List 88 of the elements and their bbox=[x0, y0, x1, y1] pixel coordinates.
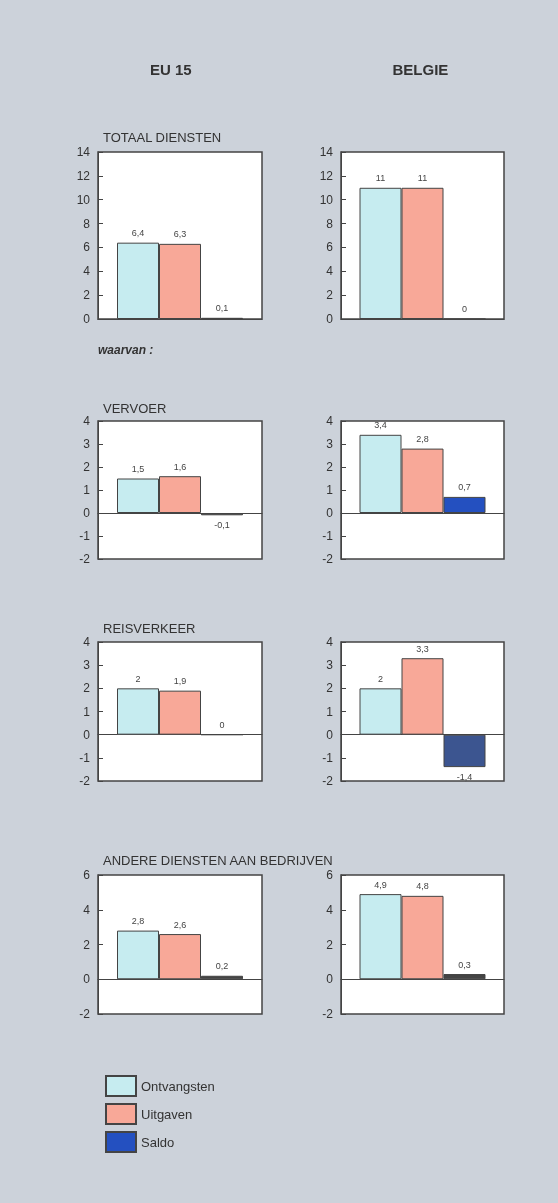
data-label: 6,4 bbox=[131, 228, 145, 239]
y-tick-label: -1 bbox=[322, 529, 334, 543]
data-label: 1,5 bbox=[131, 464, 145, 474]
y-tick-label: 6 bbox=[83, 868, 91, 882]
chart-title: ANDERE DIENSTEN AAN BEDRIJVEN bbox=[103, 853, 333, 868]
y-tick-label: 14 bbox=[319, 145, 334, 159]
y-tick-label: 4 bbox=[326, 414, 334, 428]
y-tick-label: 0 bbox=[326, 312, 334, 326]
data-label: -1,4 bbox=[456, 771, 473, 782]
y-tick-label: 10 bbox=[76, 192, 91, 207]
y-tick-label: -1 bbox=[322, 750, 334, 765]
y-tick-label: 6 bbox=[326, 868, 334, 882]
data-label: -0,1 bbox=[214, 519, 230, 530]
data-label: 3,4 bbox=[374, 420, 387, 431]
y-tick-label: 10 bbox=[319, 192, 334, 207]
data-label: 6,3 bbox=[173, 229, 187, 240]
y-tick-label: -2 bbox=[322, 552, 334, 566]
chart-title: VERVOER bbox=[103, 401, 167, 416]
y-tick-label: 4 bbox=[83, 414, 91, 428]
y-tick-label: 6 bbox=[326, 240, 334, 255]
data-label: 4,9 bbox=[374, 879, 387, 890]
y-tick-label: 1 bbox=[83, 483, 91, 497]
y-tick-label: -2 bbox=[322, 774, 334, 788]
y-tick-label: 0 bbox=[83, 312, 91, 326]
data-label: 2 bbox=[135, 673, 141, 684]
chart-title: REISVERKEER bbox=[103, 621, 196, 636]
y-tick-label: 2 bbox=[326, 460, 334, 474]
data-label: 0,2 bbox=[215, 961, 229, 972]
y-tick-label: 3 bbox=[326, 658, 334, 673]
text: EU 15 bbox=[150, 61, 192, 78]
y-tick-label: 2 bbox=[83, 460, 91, 474]
y-tick-label: -2 bbox=[322, 1007, 334, 1021]
y-tick-label: -1 bbox=[79, 750, 91, 765]
y-tick-label: 4 bbox=[326, 635, 334, 649]
y-tick-label: 0 bbox=[326, 506, 334, 520]
y-tick-label: 4 bbox=[83, 635, 91, 649]
legend-label: Ontvangsten bbox=[141, 1078, 215, 1094]
y-tick-label: 0 bbox=[83, 727, 91, 742]
y-tick-label: 2 bbox=[83, 937, 91, 952]
y-tick-label: 1 bbox=[83, 704, 91, 719]
y-tick-label: 4 bbox=[326, 902, 334, 917]
y-tick-label: 0 bbox=[326, 972, 334, 987]
y-tick-label: 0 bbox=[83, 972, 91, 987]
data-label: 2,6 bbox=[173, 919, 187, 930]
y-tick-label: 2 bbox=[326, 288, 334, 303]
y-tick-label: 2 bbox=[326, 681, 334, 696]
data-label: 0,7 bbox=[458, 482, 471, 493]
data-label: 0 bbox=[461, 304, 468, 314]
data-label: 2,8 bbox=[131, 916, 145, 927]
y-tick-label: 4 bbox=[83, 902, 91, 917]
y-tick-label: 6 bbox=[83, 240, 91, 255]
chart-title: TOTAAL DIENSTEN bbox=[103, 130, 222, 145]
y-tick-label: 12 bbox=[76, 168, 91, 183]
y-tick-label: 0 bbox=[326, 727, 334, 742]
data-label: 4,8 bbox=[416, 881, 429, 892]
text: waarvan : bbox=[98, 343, 154, 357]
y-tick-label: 1 bbox=[326, 483, 334, 497]
y-tick-label: 2 bbox=[83, 681, 91, 696]
legend-label: Saldo bbox=[141, 1134, 175, 1150]
data-label: 11 bbox=[417, 173, 428, 184]
text: BELGIE bbox=[392, 61, 449, 78]
y-tick-label: 2 bbox=[326, 937, 334, 952]
y-tick-label: 1 bbox=[326, 704, 334, 719]
data-label: 0,3 bbox=[458, 959, 471, 970]
y-tick-label: -1 bbox=[79, 529, 91, 543]
y-tick-label: 3 bbox=[83, 658, 91, 673]
y-tick-label: 8 bbox=[83, 216, 91, 231]
legend-label: Uitgaven bbox=[141, 1106, 193, 1122]
y-tick-label: 8 bbox=[326, 216, 334, 231]
y-tick-label: 4 bbox=[83, 264, 91, 279]
y-tick-label: 3 bbox=[326, 437, 334, 451]
y-tick-label: 0 bbox=[83, 506, 91, 520]
y-tick-label: 12 bbox=[319, 168, 334, 183]
data-label: 0 bbox=[219, 719, 225, 730]
data-label: 2 bbox=[377, 673, 384, 684]
data-label: 1,9 bbox=[173, 676, 187, 687]
data-label: 0,1 bbox=[215, 303, 229, 314]
y-tick-label: -2 bbox=[79, 774, 91, 788]
y-tick-label: -2 bbox=[79, 552, 91, 566]
y-tick-label: 14 bbox=[76, 145, 91, 159]
y-tick-label: -2 bbox=[79, 1007, 91, 1021]
data-label: 11 bbox=[375, 173, 386, 184]
y-tick-label: 2 bbox=[83, 288, 91, 303]
data-label: 2,8 bbox=[416, 434, 429, 445]
y-tick-label: 4 bbox=[326, 264, 334, 279]
y-tick-label: 3 bbox=[83, 437, 91, 451]
data-label: 1,6 bbox=[173, 461, 187, 472]
data-label: 3,3 bbox=[416, 643, 429, 654]
